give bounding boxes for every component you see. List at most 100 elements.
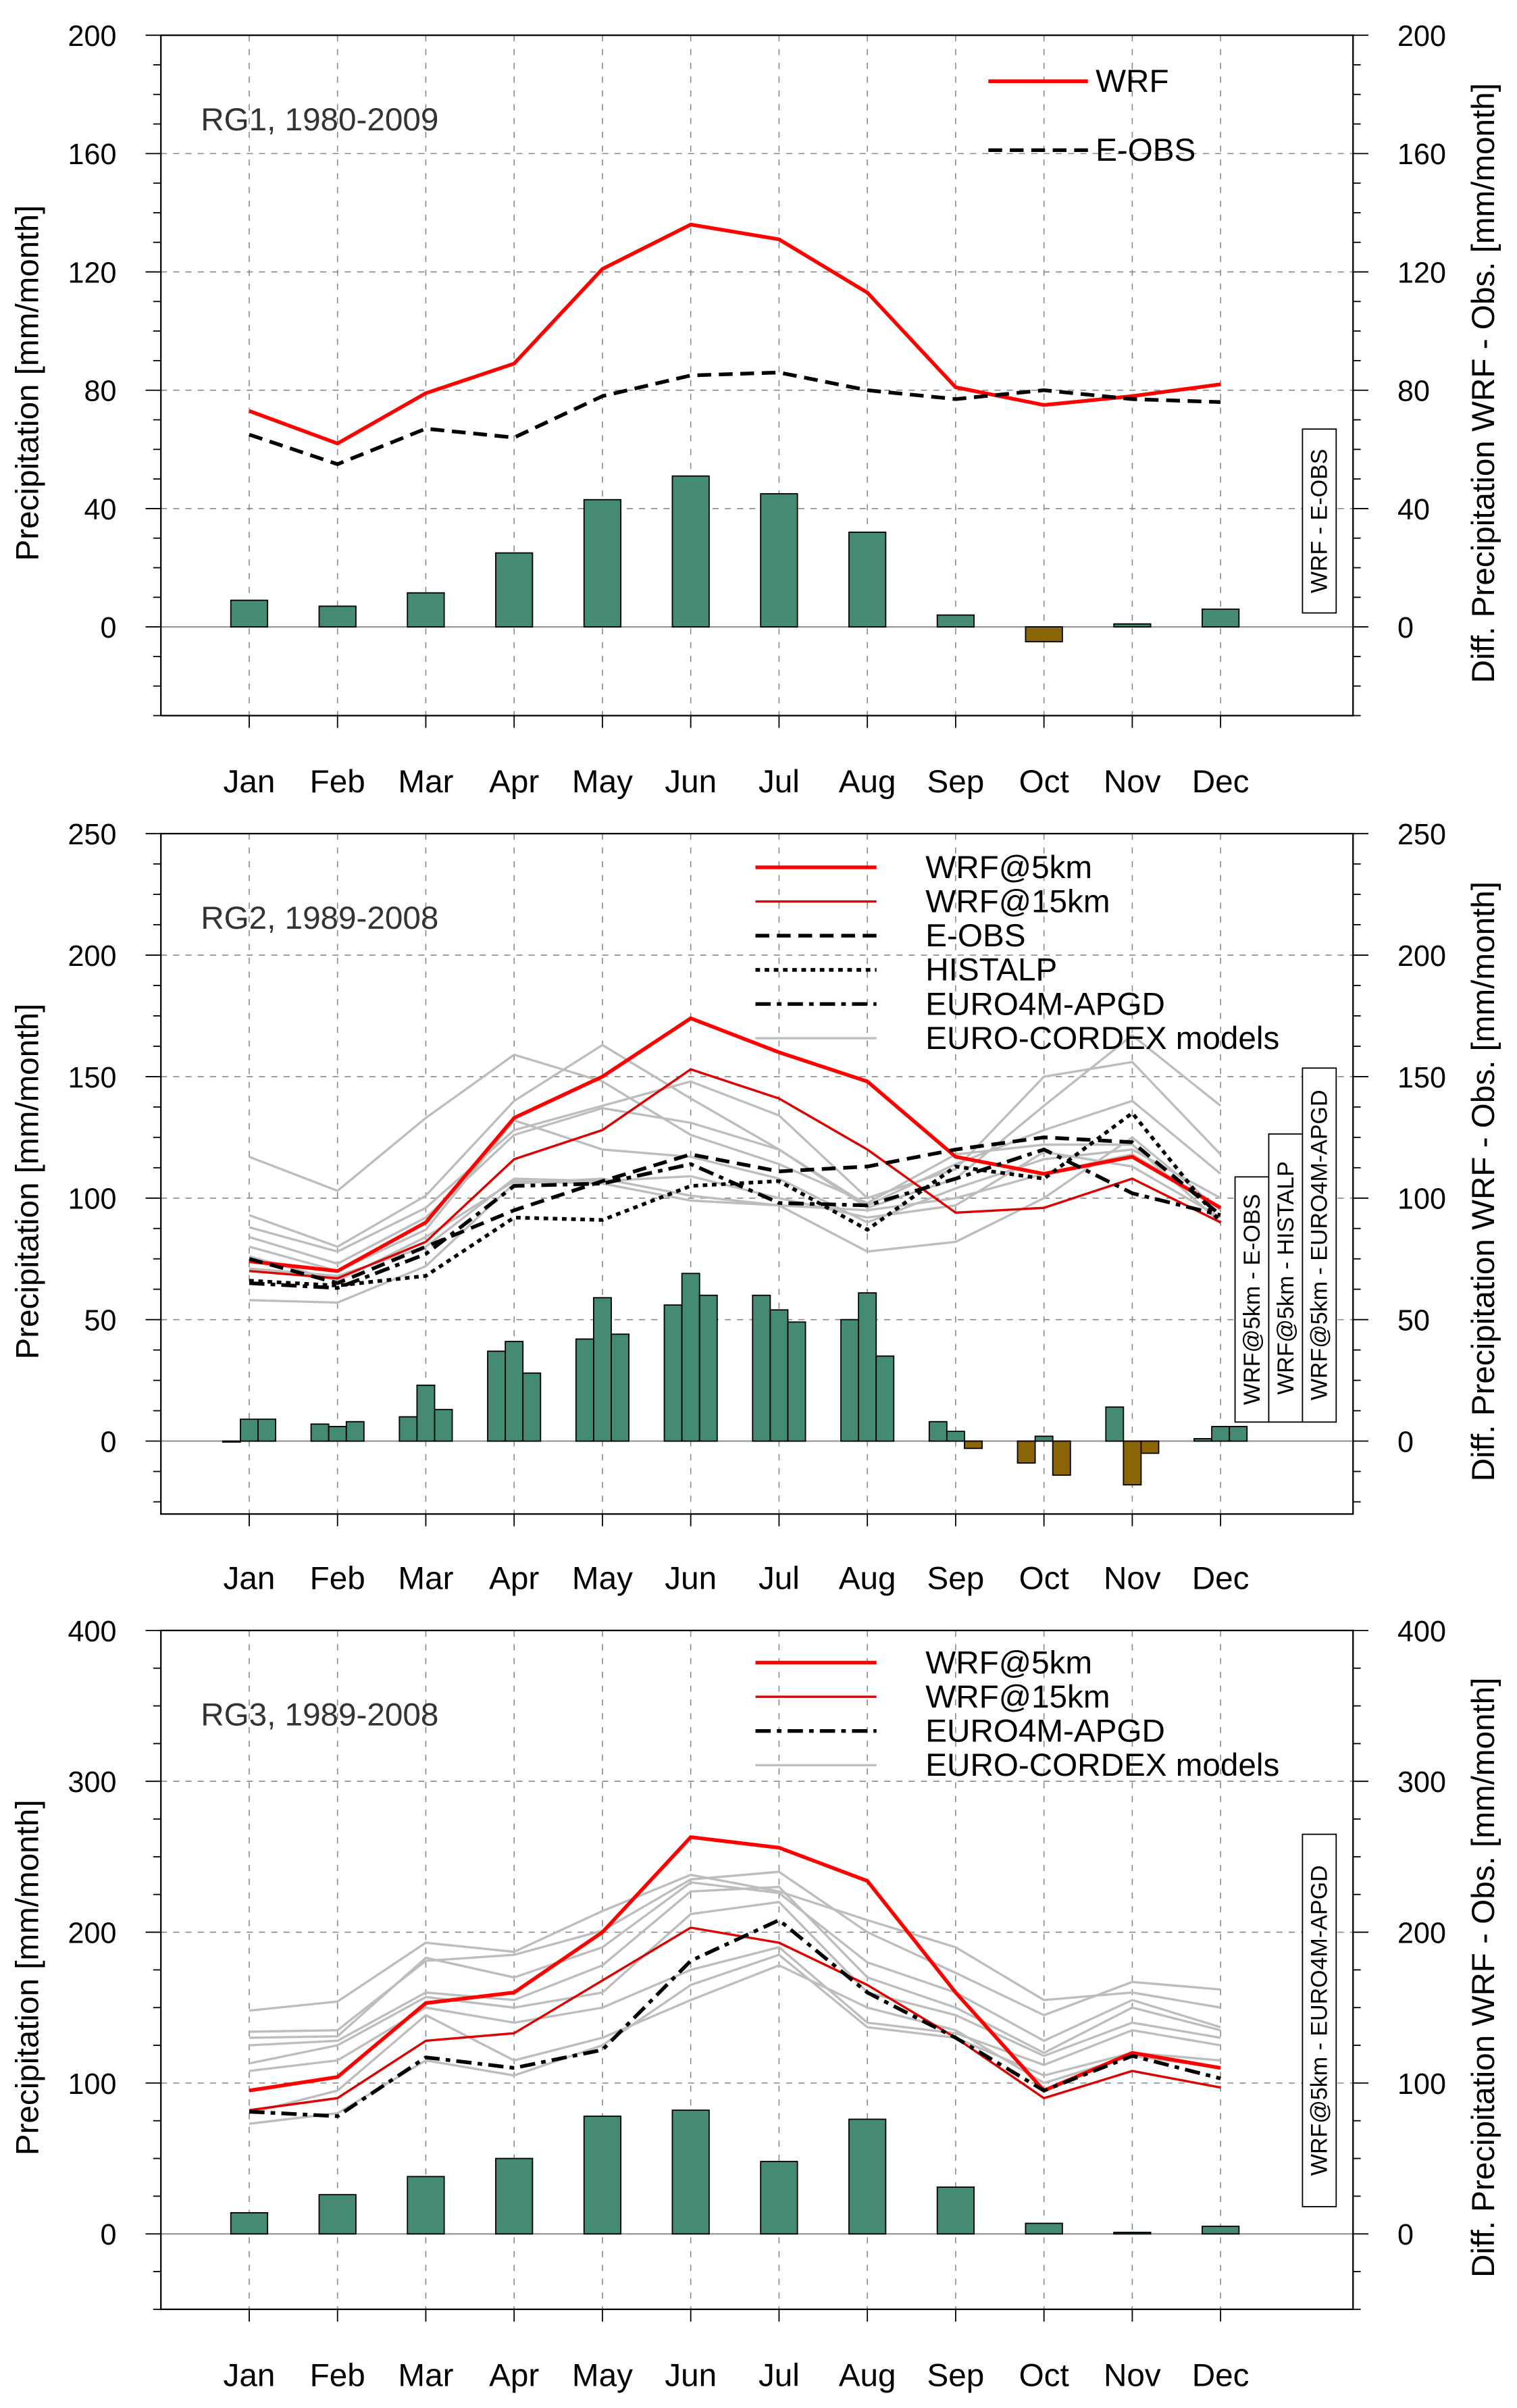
y2-axis-title: Diff. Precipitation WRF - Obs. [mm/month… <box>1466 881 1501 1481</box>
x-tick-label: Mar <box>398 764 453 800</box>
y-tick-label-right: 300 <box>1397 1766 1446 1799</box>
x-tick-label: Apr <box>489 1561 539 1597</box>
legend-label: EURO-CORDEX models <box>925 1747 1279 1783</box>
y-tick-label-right: 0 <box>1397 2219 1414 2251</box>
y-axis-title: Precipitation [mm/month] <box>10 1004 46 1360</box>
y-tick-label-right: 200 <box>1397 1917 1446 1949</box>
bar-wrf-5km-euro4m-apgd <box>583 2116 622 2235</box>
bar-wrf-e-obs <box>1202 608 1240 627</box>
x-tick-label: Aug <box>839 1561 896 1597</box>
bar-wrf-5km-e-obs <box>575 1338 594 1442</box>
x-tick-label: Aug <box>839 764 896 800</box>
y-tick-label-right: 200 <box>1397 940 1446 973</box>
bar-wrf-5km-histalp <box>681 1273 700 1442</box>
y-tick-label-right: 200 <box>1397 20 1446 53</box>
legend-label: HISTALP <box>925 952 1057 988</box>
y-tick-label-right: 80 <box>1397 376 1430 408</box>
legend-label: EURO-CORDEX models <box>925 1021 1279 1056</box>
y-tick-label-right: 250 <box>1397 819 1446 851</box>
legend-label: EURO4M-APGD <box>925 986 1165 1022</box>
plot-frame <box>160 833 1354 1515</box>
y-tick-label-left: 100 <box>68 2068 117 2101</box>
x-tick-label: Feb <box>310 764 365 800</box>
x-tick-label: Dec <box>1192 764 1250 800</box>
bar-wrf-5km-histalp <box>858 1292 877 1442</box>
bar-wrf-e-obs <box>495 552 534 627</box>
line-euro-cordex-models <box>249 1135 1222 1304</box>
panel-title: RG3, 1989-2008 <box>201 1697 438 1733</box>
bar-label: WRF@5km - EURO4M-APGD <box>1307 1865 1333 2176</box>
y-axis-title: Precipitation [mm/month] <box>10 1799 46 2155</box>
bar-wrf-5km-euro4m-apgd <box>1202 2226 1240 2235</box>
bar-wrf-e-obs <box>407 592 445 627</box>
bar-wrf-5km-e-obs <box>752 1294 771 1442</box>
y-tick-label-left: 300 <box>68 1766 117 1799</box>
bar-wrf-e-obs <box>760 493 798 627</box>
bar-wrf-5km-e-obs <box>928 1420 948 1442</box>
bar-wrf-e-obs <box>936 614 975 627</box>
x-tick-label: Sep <box>927 764 985 800</box>
x-tick-label: Oct <box>1019 2357 1069 2393</box>
x-tick-label: Jun <box>665 1561 717 1597</box>
bar-wrf-e-obs <box>848 532 887 627</box>
x-tick-label: Jul <box>758 1561 800 1597</box>
legend-label: WRF@15km <box>925 884 1110 920</box>
bar-wrf-5km-euro4m-apgd <box>230 2212 269 2235</box>
legend-label: WRF <box>1096 63 1168 99</box>
x-tick-label: Feb <box>310 1561 365 1597</box>
bar-wrf-5km-euro4m-apgd <box>495 2157 534 2235</box>
bar-label-box <box>1302 1067 1337 1423</box>
bar-wrf-e-obs <box>230 599 269 627</box>
bar-wrf-5km-histalp <box>328 1426 347 1442</box>
legend-label: E-OBS <box>1096 132 1195 168</box>
bar-wrf-5km-histalp <box>240 1418 259 1442</box>
x-tick-label: Mar <box>398 2357 453 2393</box>
bar-wrf-5km-euro4m-apgd <box>964 1440 983 1450</box>
bar-wrf-e-obs <box>1025 626 1063 642</box>
x-tick-label: Oct <box>1019 1561 1069 1597</box>
bar-wrf-5km-euro4m-apgd <box>257 1418 277 1442</box>
bar-wrf-5km-euro4m-apgd <box>848 2118 887 2235</box>
y-tick-label-left: 200 <box>68 940 117 973</box>
x-tick-label: Jan <box>224 2357 276 2393</box>
legend-label: WRF@15km <box>925 1679 1110 1715</box>
y2-axis-title: Diff. Precipitation WRF - Obs. [mm/month… <box>1466 83 1501 683</box>
line-euro-cordex-models <box>249 1885 1221 2055</box>
bar-wrf-5km-euro4m-apgd <box>1229 1426 1248 1442</box>
legend-label: WRF@5km <box>925 850 1092 886</box>
line-euro-cordex-models <box>249 1099 1222 1265</box>
bar-wrf-5km-euro4m-apgd <box>1052 1440 1071 1476</box>
bar-wrf-5km-histalp <box>946 1431 965 1442</box>
bar-wrf-e-obs <box>671 475 710 627</box>
bar-label-box <box>1234 1176 1270 1423</box>
y-tick-label-left: 100 <box>68 1183 117 1216</box>
y-tick-label-left: 400 <box>68 1616 117 1648</box>
bar-wrf-5km-histalp <box>416 1384 436 1442</box>
bar-wrf-5km-euro4m-apgd <box>434 1408 453 1442</box>
line-euro-cordex-models <box>249 1873 1221 2012</box>
y-tick-label-left: 250 <box>68 819 117 851</box>
bar-wrf-5km-euro4m-apgd <box>671 2109 710 2235</box>
y-tick-label-left: 0 <box>100 1426 116 1458</box>
line-euro-cordex-models <box>249 1033 1222 1248</box>
x-tick-label: May <box>572 2357 633 2393</box>
x-tick-label: Jan <box>224 764 276 800</box>
bar-label: WRF@5km - EURO4M-APGD <box>1307 1090 1333 1400</box>
bar-label-box <box>1268 1133 1304 1423</box>
legend-label: E-OBS <box>925 918 1025 954</box>
bar-wrf-5km-e-obs <box>1105 1406 1125 1442</box>
y-tick-label-left: 80 <box>84 376 116 408</box>
line-euro-cordex-models <box>249 1060 1222 1253</box>
bar-wrf-5km-euro4m-apgd <box>318 2194 357 2235</box>
x-tick-label: Jan <box>224 1561 276 1597</box>
line-wrf-15km <box>249 1926 1221 2111</box>
line-euro-cordex-models <box>249 1953 1221 2125</box>
chart-panel-1: 0 0 40 40 80 80 120 120 160 160 200 200 Jan Feb Mar Apr… <box>10 20 1501 800</box>
x-tick-label: Apr <box>489 764 539 800</box>
y-tick-label-right: 0 <box>1397 1426 1414 1458</box>
line-euro4m-apgd <box>249 1918 1221 2118</box>
y-tick-label-left: 200 <box>68 20 117 53</box>
x-tick-label: Nov <box>1104 764 1161 800</box>
x-tick-label: Jun <box>665 764 717 800</box>
